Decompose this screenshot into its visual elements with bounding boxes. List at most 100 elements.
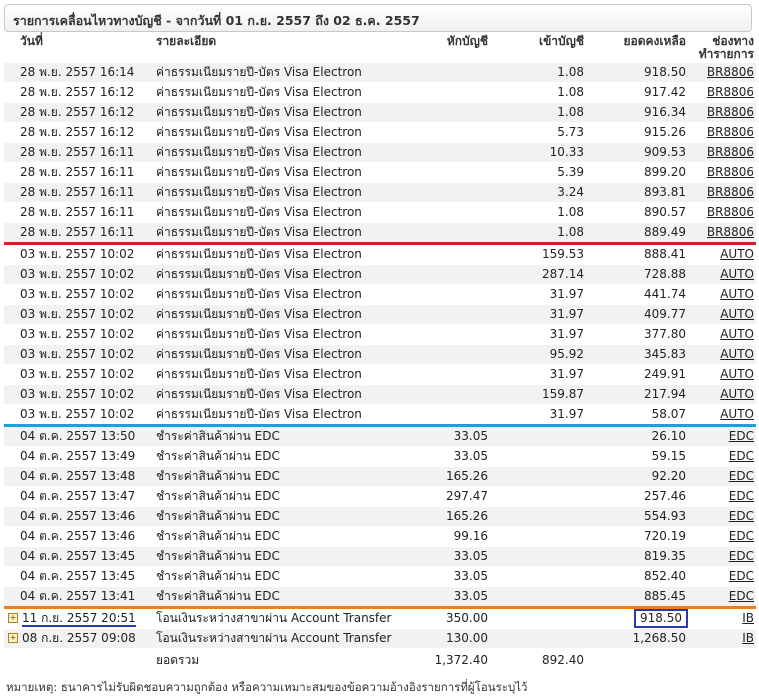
row-credit: 31.97 <box>490 404 586 427</box>
channel-link[interactable]: EDC <box>728 549 754 563</box>
row-description: ค่าธรรมเนียมรายปี-บัตร Visa Electron <box>154 182 422 203</box>
row-credit: 31.97 <box>490 304 586 325</box>
table-row: 04 ต.ค. 2557 13:46 ชำระค่าสินค้าผ่าน EDC 9… <box>4 526 756 547</box>
row-credit <box>490 546 586 567</box>
row-channel: AUTO <box>688 304 756 325</box>
highlighted-balance: 918.50 <box>634 609 688 628</box>
expand-plus-icon[interactable]: + <box>8 632 18 643</box>
header-channel: ช่องทาง ทำรายการ <box>688 34 756 63</box>
row-date: +08 ก.ย. 2557 09:08 <box>4 628 154 649</box>
channel-link[interactable]: EDC <box>728 589 754 603</box>
channel-link[interactable]: AUTO <box>720 367 754 381</box>
row-credit: 287.14 <box>490 264 586 285</box>
table-row: 03 พ.ย. 2557 10:02 ค่าธรรมเนียมรายปี-บัตร… <box>4 284 756 305</box>
channel-link[interactable]: BR8806 <box>706 185 754 199</box>
row-debit <box>422 284 490 305</box>
row-credit: 95.92 <box>490 344 586 365</box>
header-channel-line2: ทำรายการ <box>698 47 754 61</box>
row-date: 03 พ.ย. 2557 10:02 <box>4 324 154 345</box>
channel-link[interactable]: IB <box>742 611 754 625</box>
row-balance: 1,268.50 <box>586 628 688 649</box>
row-channel: EDC <box>688 546 756 567</box>
row-credit: 1.08 <box>490 202 586 223</box>
channel-link[interactable]: BR8806 <box>706 225 754 239</box>
channel-link[interactable]: BR8806 <box>706 125 754 139</box>
channel-link[interactable]: AUTO <box>720 407 754 421</box>
channel-link[interactable]: BR8806 <box>706 165 754 179</box>
row-credit <box>490 607 586 629</box>
channel-link[interactable]: BR8806 <box>706 205 754 219</box>
row-channel: AUTO <box>688 344 756 365</box>
row-description: โอนเงินระหว่างสาขาผ่าน Account Transfer <box>154 607 422 629</box>
row-debit: 165.26 <box>422 466 490 487</box>
channel-link[interactable]: EDC <box>728 569 754 583</box>
row-credit <box>490 425 586 447</box>
table-row: 28 พ.ย. 2557 16:11 ค่าธรรมเนียมรายปี-บัตร… <box>4 142 756 163</box>
row-debit <box>422 122 490 143</box>
row-balance: 890.57 <box>586 202 688 223</box>
row-credit: 1.08 <box>490 102 586 123</box>
header-channel-line1: ช่องทาง <box>712 34 754 48</box>
row-balance: 26.10 <box>586 425 688 447</box>
table-row: 04 ต.ค. 2557 13:49 ชำระค่าสินค้าผ่าน EDC 3… <box>4 446 756 467</box>
row-channel: BR8806 <box>688 162 756 183</box>
channel-link[interactable]: AUTO <box>720 267 754 281</box>
row-credit: 1.08 <box>490 82 586 103</box>
row-debit <box>422 222 490 245</box>
row-debit <box>422 264 490 285</box>
row-credit <box>490 446 586 467</box>
row-channel: EDC <box>688 425 756 447</box>
table-row: 04 ต.ค. 2557 13:48 ชำระค่าสินค้าผ่าน EDC 1… <box>4 466 756 487</box>
table-row: 03 พ.ย. 2557 10:02 ค่าธรรมเนียมรายปี-บัตร… <box>4 304 756 325</box>
totals-row: ยอดรวม 1,372.40 892.40 <box>4 648 756 672</box>
row-channel: EDC <box>688 486 756 507</box>
channel-link[interactable]: EDC <box>728 429 754 443</box>
row-debit <box>422 384 490 405</box>
expand-plus-icon[interactable]: + <box>8 612 18 623</box>
row-balance: 92.20 <box>586 466 688 487</box>
row-credit: 31.97 <box>490 324 586 345</box>
row-date: 03 พ.ย. 2557 10:02 <box>4 404 154 427</box>
row-description: ค่าธรรมเนียมรายปี-บัตร Visa Electron <box>154 202 422 223</box>
channel-link[interactable]: BR8806 <box>706 65 754 79</box>
channel-link[interactable]: EDC <box>728 529 754 543</box>
row-balance: 819.35 <box>586 546 688 567</box>
row-description: ค่าธรรมเนียมรายปี-บัตร Visa Electron <box>154 364 422 385</box>
row-balance: 554.93 <box>586 506 688 527</box>
channel-link[interactable]: BR8806 <box>706 145 754 159</box>
channel-link[interactable]: EDC <box>728 469 754 483</box>
row-channel: AUTO <box>688 364 756 385</box>
row-debit <box>422 304 490 325</box>
channel-link[interactable]: EDC <box>728 489 754 503</box>
channel-link[interactable]: EDC <box>728 449 754 463</box>
row-credit: 31.97 <box>490 364 586 385</box>
channel-link[interactable]: AUTO <box>720 387 754 401</box>
table-row: 04 ต.ค. 2557 13:46 ชำระค่าสินค้าผ่าน EDC 1… <box>4 506 756 527</box>
row-balance: 909.53 <box>586 142 688 163</box>
row-debit: 297.47 <box>422 486 490 507</box>
row-description: ค่าธรรมเนียมรายปี-บัตร Visa Electron <box>154 243 422 265</box>
row-balance: 893.81 <box>586 182 688 203</box>
channel-link[interactable]: IB <box>742 631 754 645</box>
row-date: 04 ต.ค. 2557 13:47 <box>4 486 154 507</box>
row-debit: 33.05 <box>422 425 490 447</box>
row-channel: BR8806 <box>688 63 756 83</box>
channel-link[interactable]: BR8806 <box>706 105 754 119</box>
channel-link[interactable]: AUTO <box>720 307 754 321</box>
row-description: ชำระค่าสินค้าผ่าน EDC <box>154 446 422 467</box>
row-debit <box>422 344 490 365</box>
row-date: 03 พ.ย. 2557 10:02 <box>4 243 154 265</box>
table-row: 28 พ.ย. 2557 16:11 ค่าธรรมเนียมรายปี-บัตร… <box>4 202 756 223</box>
channel-link[interactable]: AUTO <box>720 287 754 301</box>
totals-empty-channel <box>688 648 756 672</box>
channel-link[interactable]: AUTO <box>720 247 754 261</box>
channel-link[interactable]: EDC <box>728 509 754 523</box>
row-channel: BR8806 <box>688 202 756 223</box>
row-date: 28 พ.ย. 2557 16:12 <box>4 102 154 123</box>
row-date: 28 พ.ย. 2557 16:12 <box>4 122 154 143</box>
table-row: +08 ก.ย. 2557 09:08 โอนเงินระหว่างสาขาผ่า… <box>4 628 756 649</box>
channel-link[interactable]: BR8806 <box>706 85 754 99</box>
channel-link[interactable]: AUTO <box>720 347 754 361</box>
channel-link[interactable]: AUTO <box>720 327 754 341</box>
row-balance: 59.15 <box>586 446 688 467</box>
